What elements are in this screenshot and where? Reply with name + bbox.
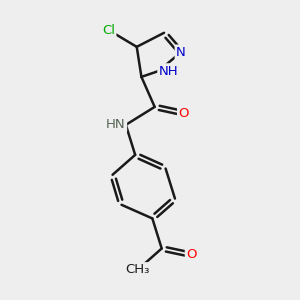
Text: Cl: Cl [102,24,115,37]
Text: CH₃: CH₃ [125,263,150,276]
Text: NH: NH [159,64,178,77]
Text: O: O [178,106,189,120]
Text: O: O [186,248,196,261]
Text: N: N [176,46,186,59]
Text: HN: HN [106,118,126,131]
